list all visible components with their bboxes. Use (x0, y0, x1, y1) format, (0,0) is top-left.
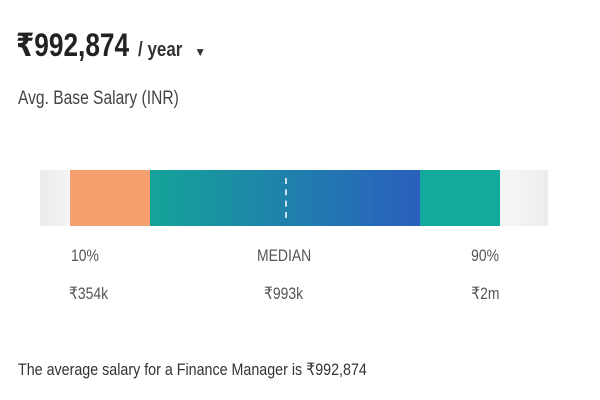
median-label: MEDIAN (257, 246, 312, 265)
salary-amount: ₹992,874 (16, 27, 130, 63)
percentile-90-label: 90% (471, 246, 499, 265)
percentile-10-value: ₹354k (69, 284, 109, 303)
percentile-10-label: 10% (71, 246, 99, 265)
salary-type-label: Avg. Base Salary (INR) (18, 88, 179, 109)
range-segment-low (70, 170, 150, 226)
salary-header: ₹992,874 / year ▼ (16, 26, 206, 64)
salary-summary-text: The average salary for a Finance Manager… (18, 360, 367, 379)
salary-range-bar (40, 170, 548, 226)
caret-down-icon[interactable]: ▼ (194, 45, 207, 59)
median-marker (285, 178, 287, 218)
pay-period-selector[interactable]: / year (138, 39, 183, 61)
range-segment-high (420, 170, 500, 226)
percentile-90-value: ₹2m (470, 284, 499, 303)
median-value: ₹993k (264, 284, 304, 303)
